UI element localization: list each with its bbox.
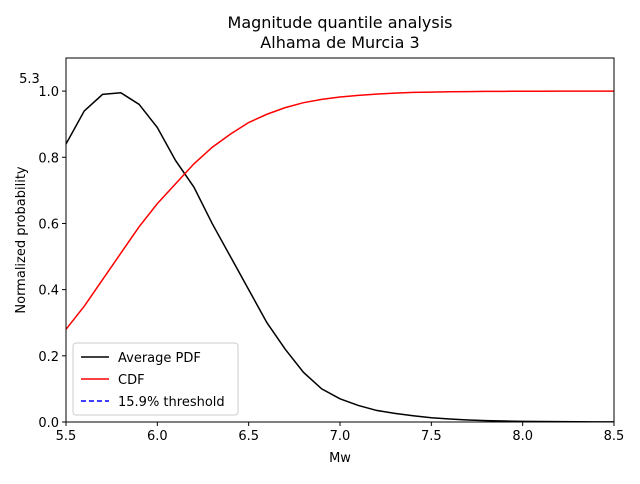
y-tick-label: 0.0 <box>38 416 59 431</box>
x-tick-label: 8.0 <box>512 429 533 444</box>
plot-area <box>66 90 614 422</box>
y-tick-label: 0.4 <box>38 284 59 299</box>
y-tick-label: 0.8 <box>38 151 59 166</box>
x-tick-label: 7.5 <box>421 429 442 444</box>
annotation: 5.3 <box>19 72 40 87</box>
x-tick-label: 7.0 <box>330 429 351 444</box>
x-axis-label: Mw <box>329 451 351 466</box>
x-tick-label: 5.5 <box>56 429 77 444</box>
axes-frame <box>65 57 615 423</box>
x-tick-label: 8.5 <box>604 429 625 444</box>
chart-subtitle: Alhama de Murcia 3 <box>260 33 419 52</box>
y-tick-label: 0.6 <box>38 217 59 232</box>
legend-label: CDF <box>118 373 145 388</box>
y-tick-label: 0.2 <box>38 350 59 365</box>
x-tick-label: 6.5 <box>238 429 259 444</box>
y-axis-label: Normalized probability <box>14 166 29 314</box>
series-line <box>66 91 614 422</box>
legend-label: 15.9% threshold <box>118 395 225 410</box>
legend-label: Average PDF <box>118 351 201 366</box>
series-line <box>66 90 614 330</box>
chart-title: Magnitude quantile analysis <box>228 13 453 32</box>
x-tick-label: 6.0 <box>147 429 168 444</box>
legend-box <box>72 342 239 416</box>
y-tick-label: 1.0 <box>38 85 59 100</box>
